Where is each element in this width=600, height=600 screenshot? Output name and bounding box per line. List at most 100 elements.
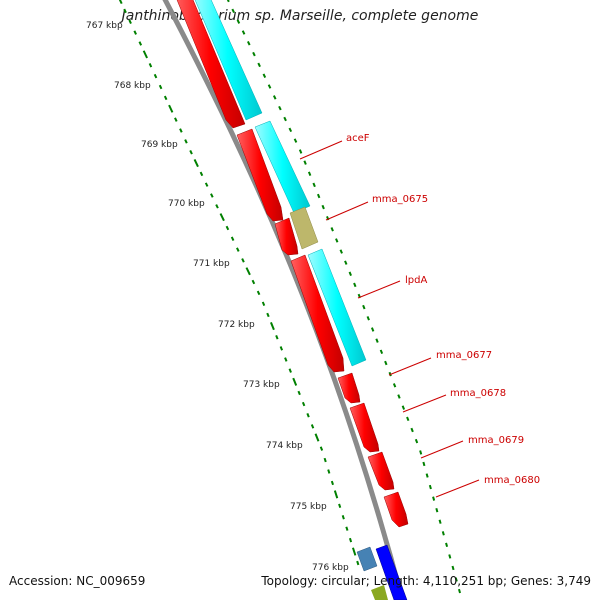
gene-label: mma_0680 [484,475,540,486]
ruler-tick [236,19,241,24]
genome-backbone [162,0,405,600]
ruler-tick [419,450,423,455]
ruler-tick [158,84,163,90]
ruler-label: 768 kbp [114,81,151,91]
ruler-tick [257,62,261,68]
ruler-tick [319,446,324,451]
steelblue-feature [356,546,378,572]
accession-label: Accession: NC_009659 [9,574,146,588]
ruler-tick [339,249,343,254]
ruler-tick [284,357,288,362]
ruler-tick [230,236,235,242]
ruler-label: 776 kbp [312,563,349,573]
cds-track-red [176,0,409,528]
ruler-tick [327,469,331,474]
feature-track-cyan [194,0,367,367]
ruler-label: 771 kbp [193,259,230,269]
ruler-tick [451,565,455,571]
bottom-features [356,544,408,600]
ruler-tick [422,461,426,467]
blue-feature [375,544,408,600]
ruler-label: 774 kbp [266,441,303,451]
ruler-tick [179,128,183,133]
ruler-label: 773 kbp [243,380,280,390]
ruler-tick [297,390,301,396]
ruler-tick [448,554,452,559]
ruler-tick [341,515,345,520]
olive-feature [371,585,388,600]
ruler-tick [406,416,410,422]
ruler-tick [362,304,366,310]
ruler-tick [397,394,401,399]
ruler-tick [247,41,251,46]
ruler-tick [226,0,230,3]
ruler-labels: 767 kbp 768 kbp 769 kbp 770 kbp 771 kbp 772 k… [86,21,349,573]
ruler-tick [298,149,303,154]
ruler-label: 772 kbp [218,320,255,330]
ruler-tick [128,19,132,24]
ruler-tick [210,193,214,198]
ruler-tick [148,63,153,68]
ruler-tick [153,73,158,79]
ruler-tick [275,334,279,340]
ruler-tick [366,316,370,321]
gene-leader-line [388,357,432,376]
ruler-tick [204,182,209,187]
ruler-tick [118,0,123,5]
gene-leader-line [402,394,447,413]
ruler-tick [428,484,432,490]
cds-arrow [236,128,284,222]
ruler-tick [384,360,388,366]
ruler-tick [307,171,312,176]
gene-leader-line [357,280,401,299]
ruler-tick [241,258,245,263]
ruler-tick [351,547,357,556]
ruler-tick [356,560,360,566]
ruler-label: 775 kbp [290,502,327,512]
ruler-tick [215,204,219,209]
gene-label: mma_0678 [450,388,506,399]
ruler-tick [267,84,272,89]
ruler-tick [330,480,334,486]
ruler-tick [219,213,225,222]
ruler-tick [278,105,282,111]
ruler-tick [142,50,148,59]
ruler-tick [344,260,348,265]
ruler-tick [241,30,246,35]
ruler-tick [323,457,327,463]
ruler-tick [251,279,256,285]
gene-label: mma_0677 [436,350,492,361]
ruler-tick [432,496,436,501]
cds-arrow [290,254,345,373]
ruler-tick [348,271,352,277]
ruler-tick [333,490,339,499]
cyan-feature [307,248,367,367]
ruler-tick [256,290,261,296]
topology-summary: Topology: circular; Length: 4,110,251 bp… [261,574,591,588]
gene-leader-line [299,140,343,160]
ruler-tick [370,327,375,332]
cds-arrow [274,217,299,256]
ruler-tick [345,526,349,531]
inner-ruler-ticks [118,0,360,566]
ruler-tick [262,73,267,78]
ruler-tick [445,542,449,548]
cyan-feature [194,0,263,121]
ruler-tick [236,247,240,252]
ruler-tick [338,503,342,509]
cds-arrow [176,0,246,129]
ruler-tick [193,159,199,168]
gene-label: aceF [346,133,370,144]
ruler-tick [312,182,316,188]
gene-label: mma_0679 [468,435,524,446]
ruler-tick [321,204,325,210]
ruler-tick [301,401,306,407]
outer-ruler-ticks [226,0,462,594]
ruler-tick [279,346,284,351]
ruler-tick [425,473,429,478]
ruler-tick [231,8,235,14]
ruler-tick [168,104,174,113]
ruler-tick [435,507,439,513]
ruler-tick [288,368,292,373]
cds-arrow [337,372,361,404]
